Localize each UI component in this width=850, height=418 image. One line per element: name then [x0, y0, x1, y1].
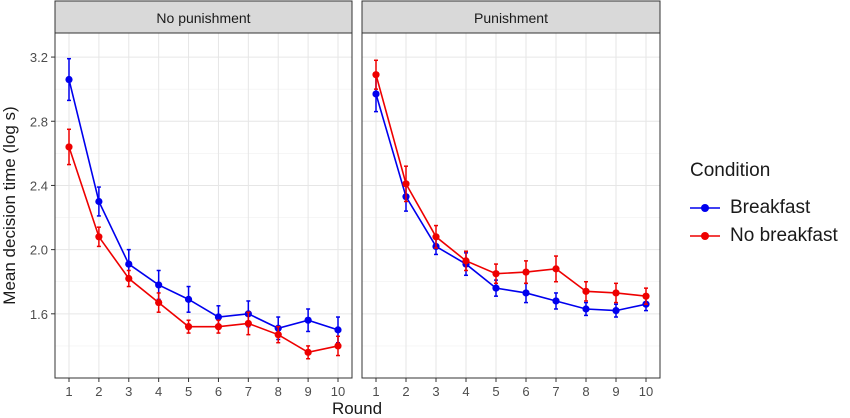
- data-point: [244, 319, 252, 328]
- x-tick-label: 8: [582, 384, 589, 399]
- panels-layer: No punishment 1 2 3 4 5 6 7 8 9 10 Punishment 1 2 3 4 5 6…: [54, 0, 661, 399]
- panel-2: Punishment 1 2 3 4 5 6 7 8 9 10: [361, 0, 661, 399]
- panel-border: [361, 32, 661, 379]
- data-point: [65, 75, 73, 84]
- series-line: [68, 79, 339, 331]
- x-tick-label: 1: [65, 384, 72, 399]
- x-tick-label: 5: [492, 384, 499, 399]
- legend-label-breakfast: Breakfast: [730, 197, 811, 218]
- data-point: [552, 265, 560, 273]
- series-line: [375, 74, 647, 297]
- data-point: [642, 292, 650, 300]
- series-line: [375, 93, 647, 312]
- y-tick-label: 1.6: [30, 307, 48, 322]
- x-tick-label: 2: [95, 384, 102, 399]
- x-tick-label: 1: [372, 384, 379, 399]
- legend: Condition Breakfast No breakfast: [690, 160, 850, 250]
- data-point: [304, 316, 312, 324]
- data-point: [155, 281, 163, 289]
- series-line: [68, 146, 339, 354]
- legend-item-no-breakfast: No breakfast: [690, 222, 850, 250]
- panel-border: [54, 32, 353, 379]
- data-point: [155, 298, 163, 307]
- x-tick-label: 4: [462, 384, 469, 399]
- x-tick-label: 6: [522, 384, 529, 399]
- x-tick-label: 3: [125, 384, 132, 399]
- panel-title: No punishment: [156, 10, 250, 26]
- data-point: [125, 274, 133, 283]
- data-point: [184, 323, 193, 331]
- data-point: [402, 180, 410, 188]
- y-axis-title: Mean decision time (log s): [0, 106, 19, 304]
- x-tick-label: 9: [612, 384, 619, 399]
- data-point: [372, 90, 380, 98]
- x-tick-label: 3: [432, 384, 439, 399]
- x-tick-label: 10: [331, 384, 345, 399]
- data-point: [582, 305, 590, 313]
- data-point: [522, 268, 530, 276]
- x-tick-label: 6: [215, 384, 222, 399]
- y-tick-label: 2.4: [30, 178, 48, 193]
- legend-key-breakfast: [690, 204, 720, 212]
- data-point: [274, 331, 282, 339]
- panel-strip: [361, 0, 661, 34]
- data-point: [65, 143, 73, 151]
- panel-1: No punishment 1 2 3 4 5 6 7 8 9 10: [54, 0, 353, 399]
- x-tick-label: 8: [275, 384, 282, 399]
- panel-background: [55, 33, 352, 378]
- data-point: [334, 342, 342, 350]
- x-tick-label: 7: [245, 384, 252, 399]
- panel-strip: [54, 0, 353, 34]
- data-point: [582, 287, 590, 295]
- data-point: [372, 71, 380, 79]
- legend-item-breakfast: Breakfast: [690, 194, 850, 222]
- x-axis-title: Round: [332, 399, 382, 418]
- data-point: [214, 313, 223, 321]
- data-point: [612, 307, 620, 315]
- series-no-breakfast: [65, 128, 342, 360]
- x-tick-label: 4: [155, 384, 162, 399]
- data-point: [334, 326, 342, 334]
- data-point: [552, 297, 560, 305]
- legend-label-no-breakfast: No breakfast: [730, 225, 838, 246]
- y-tick-label: 2.0: [30, 243, 48, 258]
- data-point: [492, 284, 500, 292]
- x-tick-label: 7: [552, 384, 559, 399]
- data-point: [95, 197, 103, 206]
- data-point: [304, 348, 312, 356]
- series-no-breakfast: [372, 59, 650, 305]
- panel-title: Punishment: [474, 10, 548, 26]
- data-point: [184, 295, 193, 303]
- data-point: [522, 289, 530, 297]
- data-point: [214, 323, 223, 331]
- data-point: [95, 233, 103, 241]
- data-point: [612, 289, 620, 297]
- x-tick-label: 2: [402, 384, 409, 399]
- legend-key-no-breakfast: [690, 232, 720, 240]
- data-point: [432, 233, 440, 241]
- x-tick-label: 5: [185, 384, 192, 399]
- data-point: [492, 270, 500, 278]
- data-point: [125, 260, 133, 268]
- y-tick-label: 2.8: [30, 114, 48, 129]
- data-point: [462, 257, 470, 265]
- axis-layer: 1.6 2.0 2.4 2.8 3.2 Mean decision time (log s…: [0, 50, 382, 418]
- x-tick-label: 10: [639, 384, 653, 399]
- y-tick-label: 3.2: [30, 50, 48, 65]
- x-tick-label: 9: [304, 384, 311, 399]
- legend-title: Condition: [690, 160, 771, 181]
